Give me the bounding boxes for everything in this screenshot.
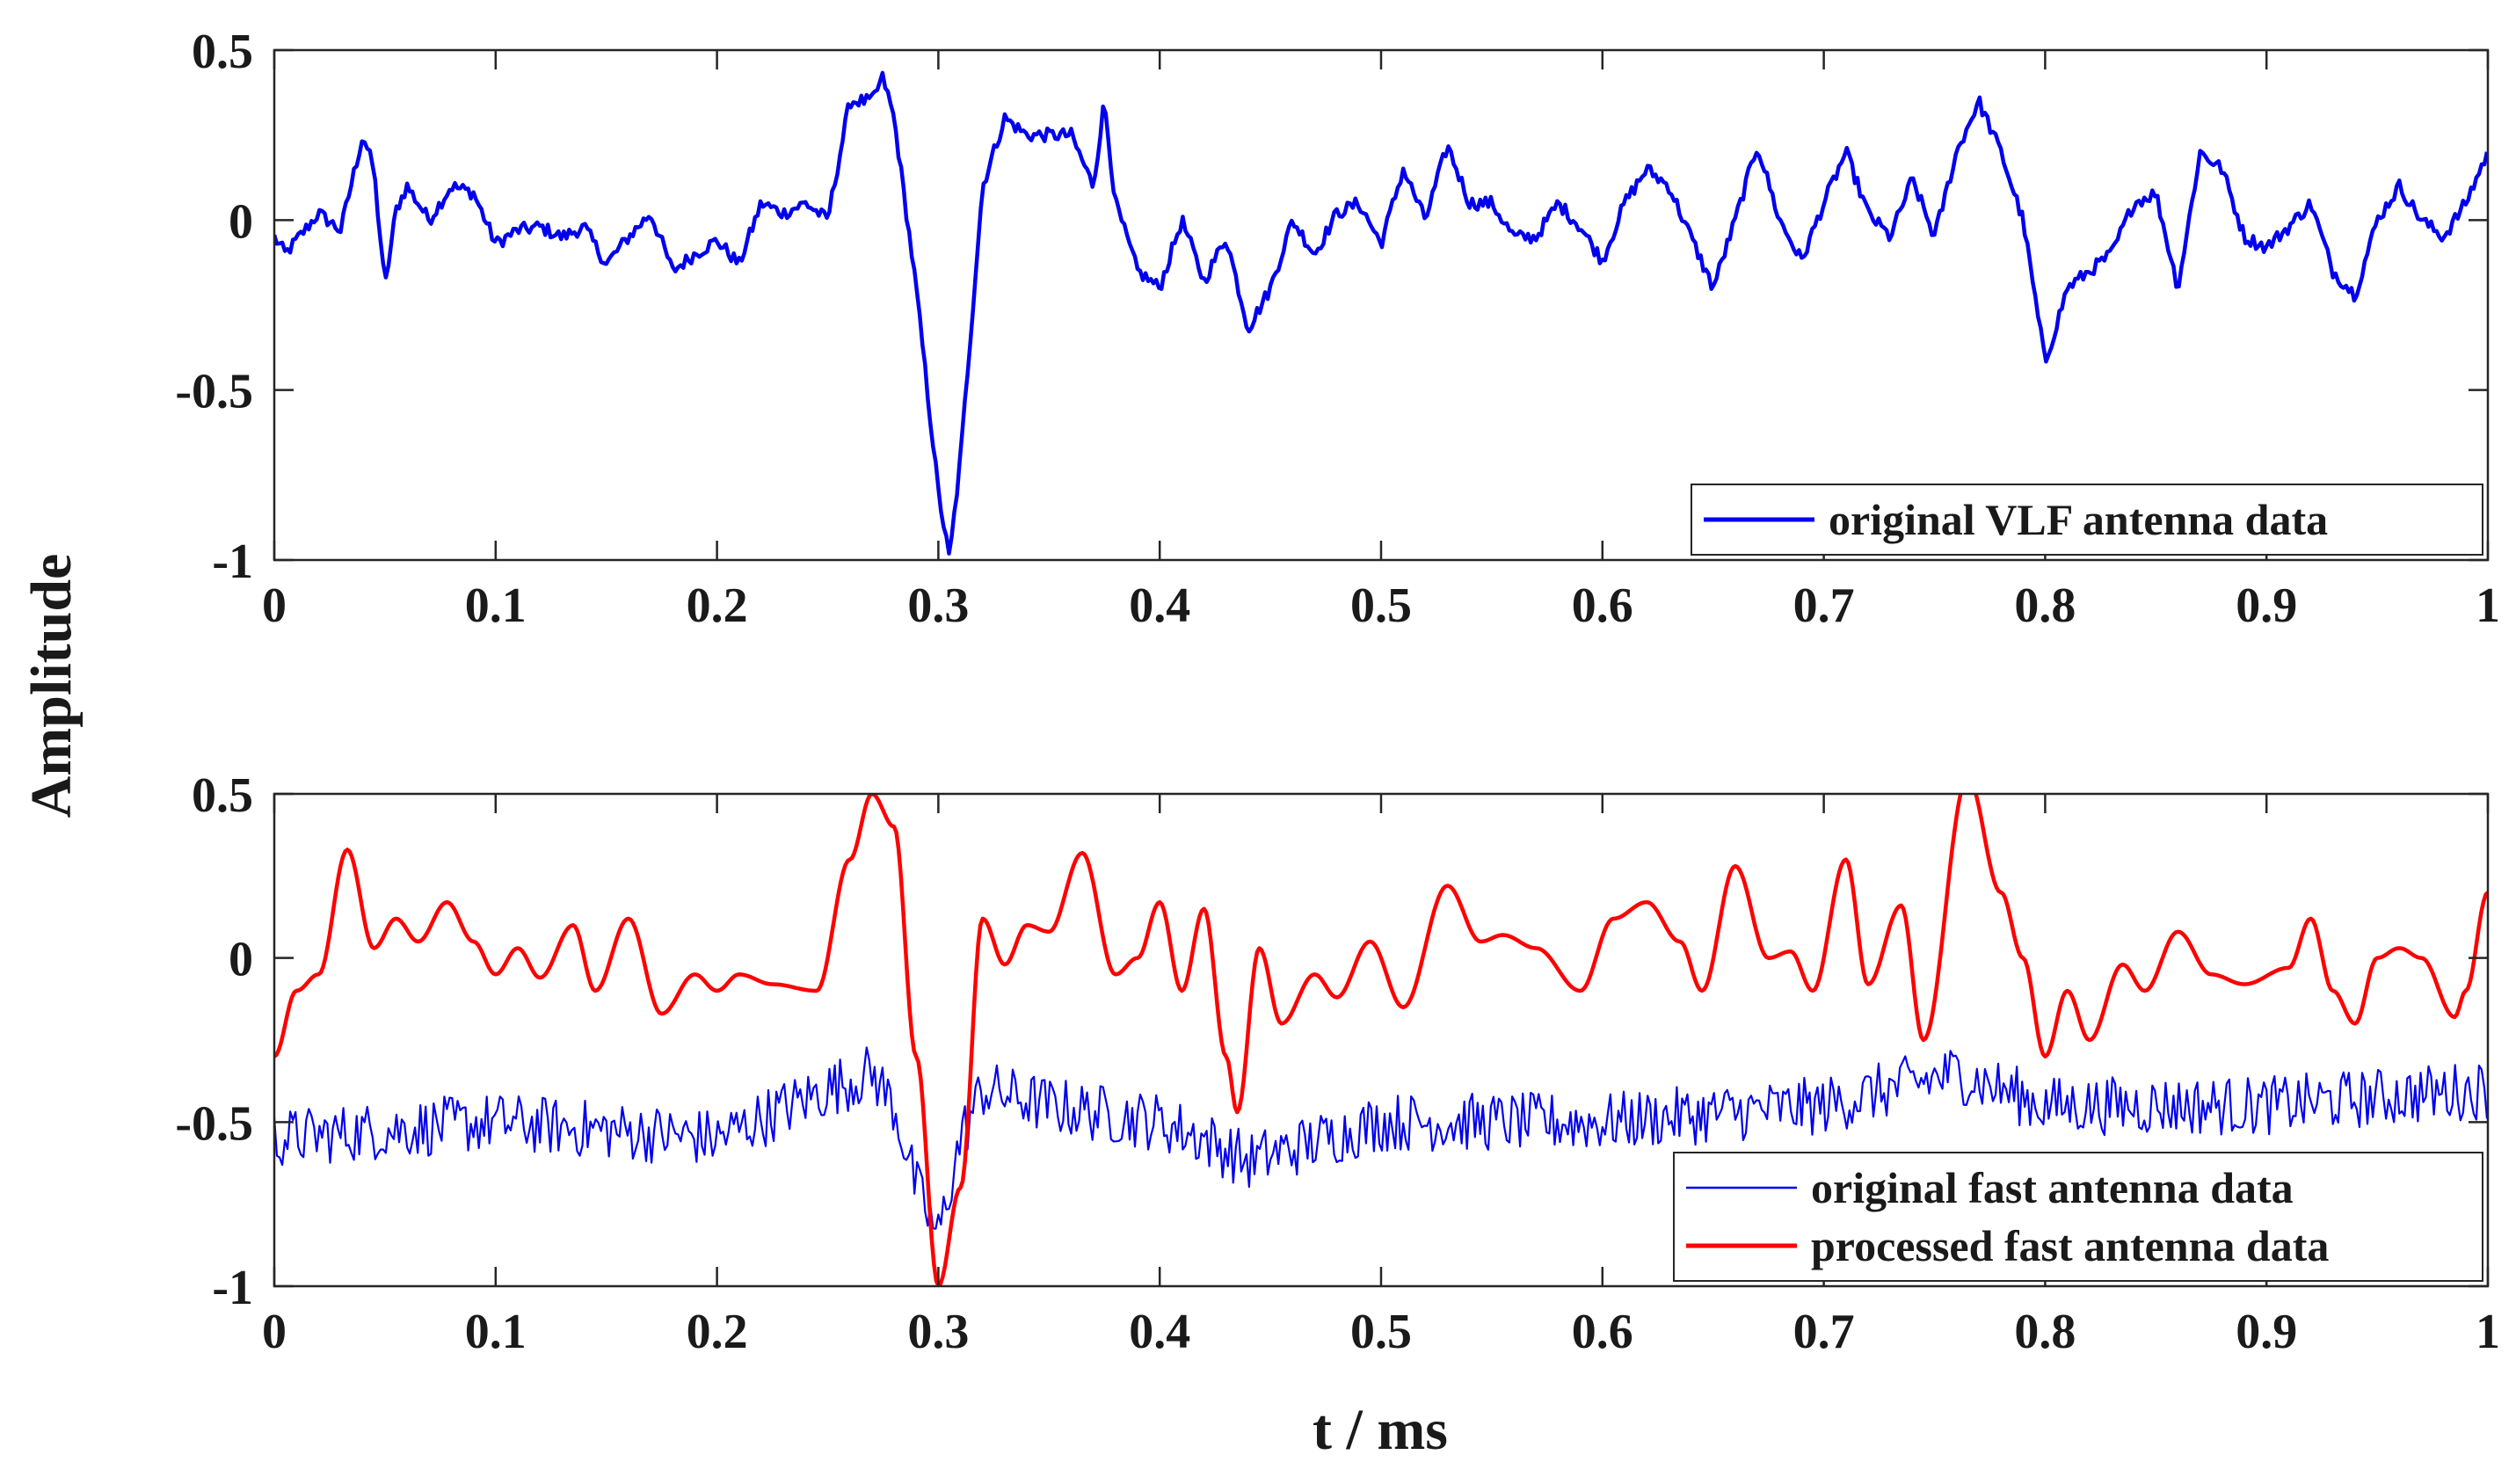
x-tick-label: 0.9 xyxy=(2236,578,2297,633)
x-tick-label: 0.3 xyxy=(907,1305,969,1359)
y-tick-label: 0 xyxy=(229,933,253,987)
series-line-2 xyxy=(274,794,2488,1286)
y-tick-label: -0.5 xyxy=(175,1096,253,1151)
top-panel: 0 0.1 0.2 0.3 0.4 0.5 0.6 0.7 0.8 0.9 1 -1 -0.5 0 0.5 o… xyxy=(175,25,2500,633)
legend: original fast antenna data processed fast… xyxy=(1673,1152,2483,1282)
x-tick-label: 0.6 xyxy=(1572,578,1633,633)
x-tick-label: 0.7 xyxy=(1793,1305,1855,1359)
x-tick-label: 0.8 xyxy=(2014,1305,2076,1359)
y-tick-label: 0 xyxy=(229,194,253,249)
y-tick-label: -1 xyxy=(212,535,253,589)
x-tick-label: 1 xyxy=(2476,578,2500,633)
x-tick-label: 0.5 xyxy=(1350,1305,1412,1359)
x-tick-label: 0.4 xyxy=(1129,578,1190,633)
series-line-1 xyxy=(274,70,2488,556)
series-line-1 xyxy=(274,1046,2488,1230)
x-tick-label: 0.8 xyxy=(2014,578,2076,633)
x-axis-title: t / ms xyxy=(1313,1398,1448,1462)
y-axis-title: Amplitude xyxy=(19,554,84,818)
x-tick-label: 0.5 xyxy=(1350,578,1412,633)
x-tick-label: 0.2 xyxy=(687,1305,748,1359)
x-tick-label: 0.9 xyxy=(2236,1305,2297,1359)
legend-label: original VLF antenna data xyxy=(1829,495,2328,544)
x-tick-label: 0.4 xyxy=(1129,1305,1190,1359)
x-tick-label: 0.6 xyxy=(1572,1305,1633,1359)
x-tick-label: 0.2 xyxy=(687,578,748,633)
legend: original VLF antenna data xyxy=(1691,484,2483,556)
x-tick-label: 0.3 xyxy=(907,578,969,633)
legend-box xyxy=(1691,484,2483,556)
x-tick-label: 0.1 xyxy=(465,578,527,633)
legend-box xyxy=(1673,1152,2483,1282)
y-tick-label: -0.5 xyxy=(175,365,253,419)
x-tick-label: 0.7 xyxy=(1793,578,1855,633)
x-tick-label: 0 xyxy=(262,578,287,633)
x-tick-label: 0.1 xyxy=(465,1305,527,1359)
legend-label: original fast antenna data xyxy=(1811,1163,2294,1212)
x-tick-label: 0 xyxy=(262,1305,287,1359)
y-tick-label: 0.5 xyxy=(192,25,253,79)
x-tick-label: 1 xyxy=(2476,1305,2500,1359)
legend-label: processed fast antenna data xyxy=(1811,1221,2329,1270)
y-tick-label: -1 xyxy=(212,1261,253,1315)
bottom-panel: 0 0.1 0.2 0.3 0.4 0.5 0.6 0.7 0.8 0.9 1 -1 -0.5 0 0.5 o… xyxy=(175,768,2500,1359)
y-tick-label: 0.5 xyxy=(192,768,253,823)
